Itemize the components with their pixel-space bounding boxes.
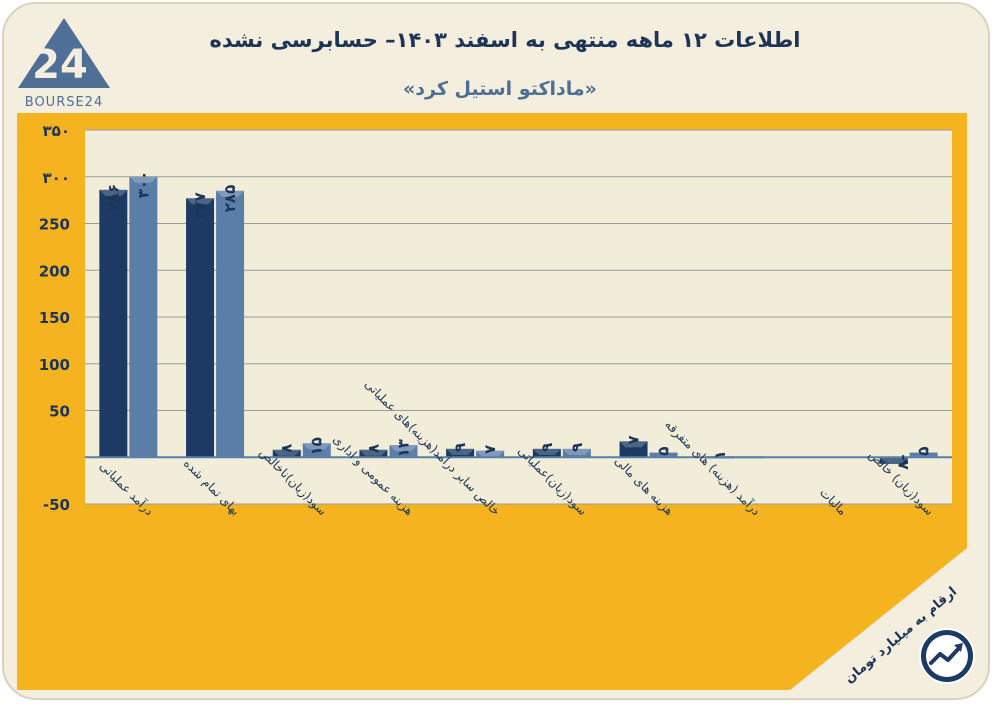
bar bbox=[532, 448, 561, 458]
bar bbox=[649, 452, 678, 458]
bar bbox=[272, 449, 301, 458]
bar-bevel bbox=[619, 441, 648, 448]
bar-bevel bbox=[446, 448, 475, 455]
value-label: ۱۵ bbox=[308, 437, 326, 455]
bar-bevel bbox=[359, 449, 388, 456]
bar bbox=[186, 198, 215, 458]
bar bbox=[619, 441, 648, 458]
bar-bevel bbox=[476, 450, 505, 457]
value-label: ۵ bbox=[915, 447, 933, 456]
value-labels: ۲۸۶ ۲۷۷ ۸ ۸ ۹ ۹ ۱۷ ۱ -۷ ۳۰۰ ۲۸۵ ۱۵ ۱۳ ۷ ۹ ۵ ۵ bbox=[104, 171, 932, 470]
bar-bevel bbox=[302, 443, 331, 450]
value-label: ۹ bbox=[568, 443, 586, 452]
bar-bevel bbox=[532, 448, 561, 455]
bar bbox=[99, 189, 128, 458]
value-label: ۹ bbox=[538, 443, 556, 452]
trend-badge-icon bbox=[919, 628, 975, 684]
value-label: ۸ bbox=[278, 444, 296, 453]
value-label: ۹ bbox=[451, 443, 469, 452]
bars bbox=[99, 176, 938, 464]
bar-bevel bbox=[129, 176, 158, 183]
value-label: ۲۷۷ bbox=[191, 192, 209, 219]
bar bbox=[302, 443, 331, 458]
bar bbox=[879, 457, 908, 464]
bar bbox=[129, 176, 158, 458]
y-tick-label: 100 bbox=[39, 356, 70, 374]
value-label: ۳۰۰ bbox=[134, 171, 152, 198]
value-label: ۲۸۶ bbox=[104, 184, 122, 211]
bar bbox=[909, 452, 938, 458]
bar bbox=[216, 190, 245, 458]
value-label: ۸ bbox=[364, 444, 382, 453]
y-tick-label: 200 bbox=[39, 262, 70, 280]
y-tick-label: -50 bbox=[43, 496, 70, 514]
bar-bevel bbox=[186, 198, 215, 205]
page-title: اطلاعات ۱۲ ماهه منتهی به اسفند ۱۴۰۳– حسا… bbox=[209, 28, 801, 52]
logo-triangle bbox=[18, 18, 110, 88]
bar-bevel bbox=[99, 189, 128, 196]
bar bbox=[446, 448, 475, 458]
value-label: ۵ bbox=[655, 447, 673, 456]
y-tick-label: 50 bbox=[49, 403, 70, 421]
bar bbox=[476, 450, 505, 458]
y-tick-label: ۳۵۰ bbox=[43, 122, 70, 140]
bar-bevel bbox=[272, 449, 301, 456]
page-subtitle: «ماداکتو استیل کرد» bbox=[403, 78, 597, 100]
value-label: ۱۳ bbox=[394, 439, 412, 457]
y-axis-ticks: ۳۵۰ ۳۰۰ 250 200 150 100 50 -50 bbox=[39, 122, 70, 514]
bar-bevel bbox=[389, 445, 418, 452]
y-tick-label: 250 bbox=[39, 216, 70, 234]
bar-bevel bbox=[879, 457, 908, 464]
value-label: ۷ bbox=[481, 445, 499, 454]
value-label: ۲۸۵ bbox=[221, 185, 239, 212]
bar bbox=[562, 448, 591, 458]
bar-bevel bbox=[562, 448, 591, 455]
bar-bevel bbox=[216, 190, 245, 197]
bourse24-logo: 24 BOURSE24 bbox=[18, 18, 110, 110]
bar bbox=[359, 449, 388, 458]
logo-mark: 24 bbox=[32, 42, 88, 88]
bar bbox=[389, 445, 418, 458]
y-tick-label: 150 bbox=[39, 309, 70, 327]
value-label: -۷ bbox=[895, 454, 913, 469]
value-label: ۱ bbox=[711, 450, 729, 459]
y-tick-label: ۳۰۰ bbox=[43, 169, 70, 187]
value-label: ۱۷ bbox=[625, 435, 643, 453]
logo-text: BOURSE24 bbox=[25, 95, 103, 110]
